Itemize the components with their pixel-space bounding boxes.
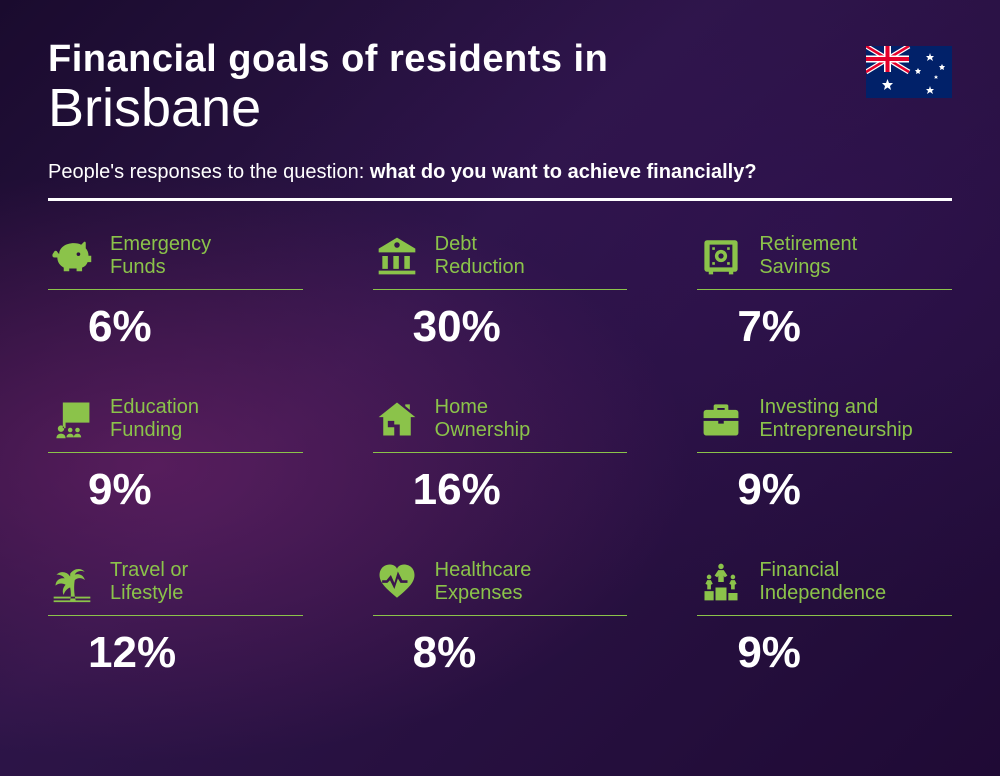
label-line2: Entrepreneurship xyxy=(759,419,912,441)
item-home-ownership: HomeOwnership 16% xyxy=(373,394,628,515)
house-icon xyxy=(373,395,421,443)
percent-value: 8% xyxy=(373,628,628,678)
label-line2: Independence xyxy=(759,582,886,604)
bank-icon xyxy=(373,232,421,280)
item-divider xyxy=(373,289,628,290)
label-line2: Ownership xyxy=(435,419,531,441)
label-line1: Healthcare xyxy=(435,559,532,581)
title-city: Brisbane xyxy=(48,77,952,139)
item-healthcare: HealthcareExpenses 8% xyxy=(373,557,628,678)
label-line1: Debt xyxy=(435,233,477,255)
item-divider xyxy=(373,615,628,616)
label-line2: Lifestyle xyxy=(110,582,183,604)
label-line1: Retirement xyxy=(759,233,857,255)
item-financial-independence: FinancialIndependence 9% xyxy=(697,557,952,678)
label-line1: Home xyxy=(435,396,488,418)
label-line1: Financial xyxy=(759,559,839,581)
item-divider xyxy=(48,289,303,290)
palm-icon xyxy=(48,558,96,606)
item-emergency-funds: EmergencyFunds 6% xyxy=(48,231,303,352)
label-line2: Expenses xyxy=(435,582,523,604)
item-travel-lifestyle: Travel orLifestyle 12% xyxy=(48,557,303,678)
podium-icon xyxy=(697,558,745,606)
percent-value: 9% xyxy=(48,465,303,515)
label-line1: Education xyxy=(110,396,199,418)
percent-value: 9% xyxy=(697,465,952,515)
piggy-bank-icon xyxy=(48,232,96,280)
percent-value: 16% xyxy=(373,465,628,515)
divider xyxy=(48,198,952,201)
item-divider xyxy=(48,452,303,453)
percent-value: 9% xyxy=(697,628,952,678)
label-line2: Funding xyxy=(110,419,182,441)
item-divider xyxy=(373,452,628,453)
stats-grid: EmergencyFunds 6% DebtReduction 30% Reti… xyxy=(48,231,952,678)
percent-value: 7% xyxy=(697,302,952,352)
percent-value: 30% xyxy=(373,302,628,352)
percent-value: 12% xyxy=(48,628,303,678)
education-icon xyxy=(48,395,96,443)
label-line1: Travel or xyxy=(110,559,188,581)
australia-flag-icon xyxy=(866,46,952,98)
item-divider xyxy=(48,615,303,616)
label-line1: Emergency xyxy=(110,233,211,255)
subtitle-prefix: People's responses to the question: xyxy=(48,161,370,183)
item-education-funding: EducationFunding 9% xyxy=(48,394,303,515)
heart-icon xyxy=(373,558,421,606)
label-line1: Investing and xyxy=(759,396,878,418)
item-divider xyxy=(697,615,952,616)
item-retirement-savings: RetirementSavings 7% xyxy=(697,231,952,352)
label-line2: Savings xyxy=(759,256,830,278)
safe-icon xyxy=(697,232,745,280)
item-divider xyxy=(697,289,952,290)
percent-value: 6% xyxy=(48,302,303,352)
item-investing: Investing andEntrepreneurship 9% xyxy=(697,394,952,515)
header: Financial goals of residents in Brisbane xyxy=(48,38,952,201)
item-debt-reduction: DebtReduction 30% xyxy=(373,231,628,352)
label-line2: Funds xyxy=(110,256,166,278)
title-line1: Financial goals of residents in xyxy=(48,38,952,81)
subtitle: People's responses to the question: what… xyxy=(48,161,952,184)
item-divider xyxy=(697,452,952,453)
briefcase-icon xyxy=(697,395,745,443)
label-line2: Reduction xyxy=(435,256,525,278)
subtitle-question: what do you want to achieve financially? xyxy=(370,161,757,183)
